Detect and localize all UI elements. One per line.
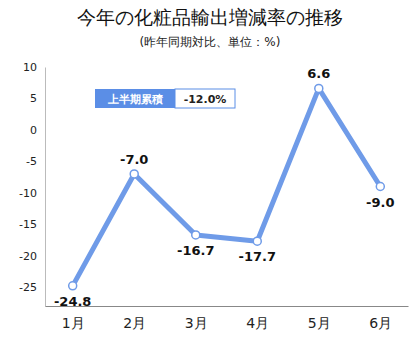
- y-tick: -5: [26, 155, 45, 168]
- y-tick-label: -20: [19, 250, 37, 263]
- x-tick: 6月: [369, 306, 392, 331]
- plot-area: [69, 84, 385, 289]
- y-tick: -20: [19, 250, 45, 263]
- chart: 今年の化粧品輸出増減率の推移 (昨年同期対比、単位：%) 10 5 0 -5 -10 -15 -…: [0, 0, 420, 360]
- line: [73, 88, 381, 285]
- data-label: 6.6: [307, 66, 330, 81]
- x-tick-label: 1月: [62, 315, 85, 331]
- y-axis: 10 5 0 -5 -10 -15 -20 -25: [19, 61, 45, 306]
- y-tick-label: 5: [30, 92, 37, 105]
- x-tick-label: 2月: [123, 315, 146, 331]
- y-tick: 10: [23, 61, 45, 74]
- marker: [315, 84, 323, 92]
- y-tick-label: -15: [19, 218, 37, 231]
- data-label: -17.7: [239, 249, 276, 264]
- y-tick-label: -10: [19, 187, 37, 200]
- x-tick-label: 6月: [369, 315, 392, 331]
- x-tick: 3月: [185, 306, 208, 331]
- x-tick-label: 5月: [308, 315, 331, 331]
- annotation: 上半期累積 -12.0%: [95, 89, 235, 108]
- annotation-label-bg: [95, 89, 175, 108]
- data-label: -16.7: [177, 243, 214, 258]
- title: 今年の化粧品輸出増減率の推移: [77, 6, 343, 28]
- y-tick-label: 0: [30, 124, 37, 137]
- y-tick: 0: [30, 124, 45, 137]
- marker: [192, 231, 200, 239]
- y-axis-line: [45, 68, 46, 307]
- marker: [376, 183, 384, 191]
- y-tick-label: -5: [26, 155, 37, 168]
- x-axis-line: [46, 306, 409, 307]
- x-tick: 5月: [308, 306, 331, 331]
- x-tick: 2月: [123, 306, 146, 331]
- marker: [130, 170, 138, 178]
- y-tick: 5: [30, 92, 45, 105]
- annotation-value: -12.0%: [184, 93, 227, 106]
- marker: [69, 282, 77, 290]
- x-tick-label: 4月: [246, 315, 269, 331]
- x-axis: 1月 2月 3月 4月 5月 6月: [46, 306, 409, 331]
- data-label: -24.8: [54, 294, 91, 309]
- annotation-value-bg: [175, 89, 235, 108]
- y-tick-label: -25: [19, 281, 37, 294]
- data-label: -9.0: [366, 195, 394, 210]
- x-tick: 1月: [62, 306, 85, 331]
- y-tick-label: 10: [23, 61, 37, 74]
- x-tick-label: 3月: [185, 315, 208, 331]
- y-tick: -25: [19, 281, 45, 294]
- subtitle: (昨年同期対比、単位：%): [140, 35, 281, 49]
- y-tick: -15: [19, 218, 45, 231]
- data-label: -7.0: [120, 152, 148, 167]
- y-tick: -10: [19, 187, 45, 200]
- annotation-label: 上半期累積: [107, 93, 163, 106]
- marker: [253, 237, 261, 245]
- x-tick: 4月: [246, 306, 269, 331]
